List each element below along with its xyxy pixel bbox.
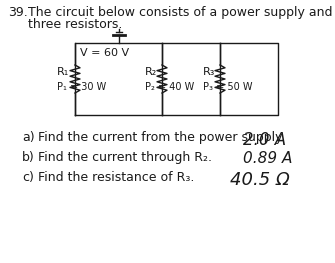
Text: P₁ = 30 W: P₁ = 30 W: [57, 82, 106, 92]
Text: R₁: R₁: [57, 67, 69, 77]
Text: Find the resistance of R₃.: Find the resistance of R₃.: [38, 171, 194, 184]
Text: P₂ = 40 W: P₂ = 40 W: [145, 82, 194, 92]
Text: Find the current through R₂.: Find the current through R₂.: [38, 151, 212, 164]
Text: 40.5 Ω: 40.5 Ω: [230, 171, 290, 189]
Text: V = 60 V: V = 60 V: [80, 48, 129, 58]
Text: The circuit below consists of a power supply and: The circuit below consists of a power su…: [28, 6, 333, 19]
Text: 0.89 A: 0.89 A: [243, 151, 292, 166]
Text: P₃ = 50 W: P₃ = 50 W: [203, 82, 253, 92]
Text: R₃: R₃: [203, 67, 215, 77]
Text: 2.0 A: 2.0 A: [243, 131, 286, 149]
Text: a): a): [22, 131, 35, 144]
Text: R₂: R₂: [145, 67, 157, 77]
Text: 39.: 39.: [8, 6, 28, 19]
Text: three resistors.: three resistors.: [28, 18, 122, 31]
Text: c): c): [22, 171, 34, 184]
Text: Find the current from the power supply.: Find the current from the power supply.: [38, 131, 285, 144]
Text: b): b): [22, 151, 35, 164]
